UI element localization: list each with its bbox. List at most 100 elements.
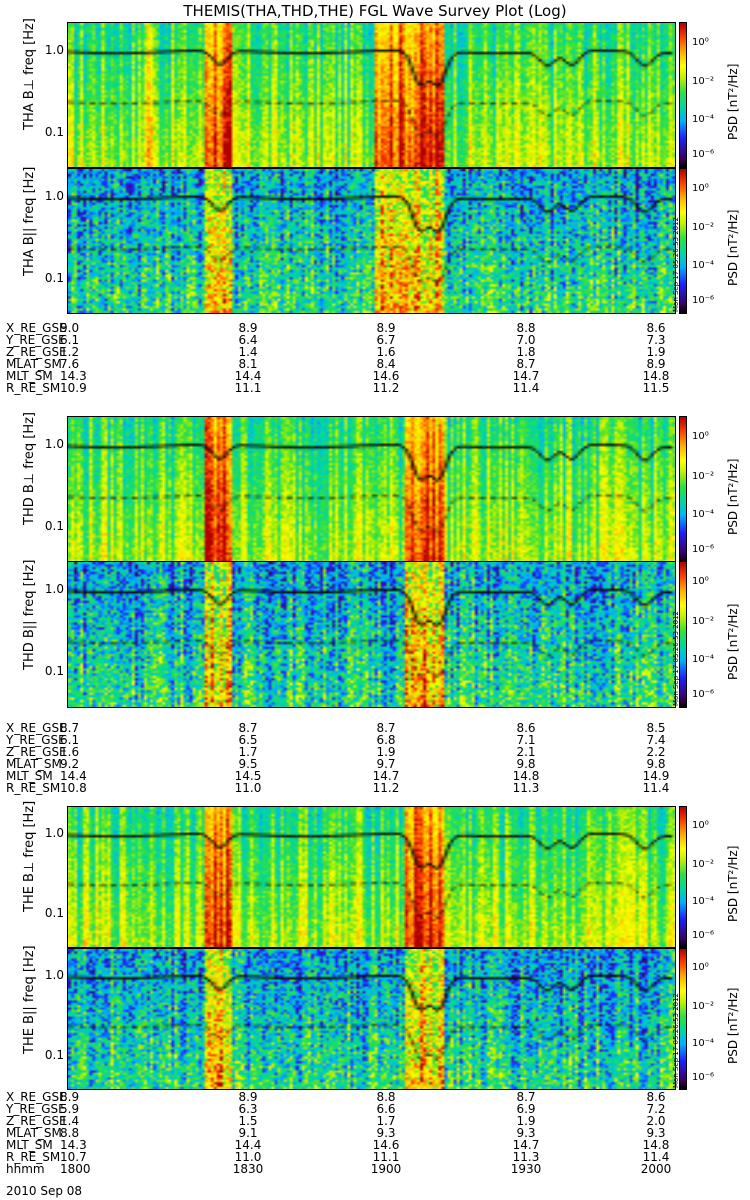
- panel-ylabel: THE B|| freq [Hz]: [22, 945, 37, 1054]
- ephemeris-label: X_RE_GSE: [6, 321, 67, 335]
- ephemeris-value: 14.9: [642, 769, 670, 783]
- ephemeris-label: MLT_SM: [6, 769, 53, 783]
- ephemeris-value: 9.7: [376, 757, 396, 771]
- ephemeris-value: 6.8: [376, 733, 396, 747]
- ephemeris-value: 14.4: [234, 369, 262, 383]
- colorbar-tick: 10⁰: [692, 820, 709, 832]
- ephemeris-value: 1.4: [60, 1114, 80, 1128]
- ytick-label: 1.0: [44, 436, 64, 451]
- colorbar-tick: 10⁻⁶: [692, 929, 715, 941]
- ephemeris-value: 8.7: [238, 721, 258, 735]
- colorbar-tick: 10⁻²: [692, 615, 715, 627]
- ephemeris-value: 6.1: [60, 733, 80, 747]
- ephemeris-value: 6.9: [516, 1102, 536, 1116]
- ytick-label: 1.0: [44, 581, 64, 596]
- ephemeris-value: 1.4: [238, 345, 258, 359]
- colorbar-label: PSD [nT²/Hz]: [726, 987, 740, 1064]
- spectrogram-panel: [67, 416, 676, 563]
- ephemeris-value: 6.6: [376, 1102, 396, 1116]
- ephemeris-value: 11.0: [234, 781, 262, 795]
- spectrogram-canvas: [68, 562, 675, 707]
- ytick-label: 0.1: [44, 905, 64, 920]
- ephemeris-value: 5.9: [60, 1102, 80, 1116]
- ephemeris-value: 7.0: [516, 333, 536, 347]
- ytick-label: 0.1: [44, 270, 64, 285]
- ytick-label: 0.1: [44, 1047, 64, 1062]
- ephemeris-value: 9.3: [376, 1126, 396, 1140]
- ephemeris-label: R_RE_SM: [6, 381, 61, 395]
- ephemeris-value: 6.7: [376, 333, 396, 347]
- ephemeris-value: 14.3: [60, 369, 87, 383]
- ephemeris-value: 11.2: [372, 781, 400, 795]
- ephemeris-value: 11.0: [234, 1150, 262, 1164]
- ephemeris-value: 11.2: [372, 381, 400, 395]
- date-label: 2010 Sep 08: [6, 1184, 83, 1198]
- ephemeris-value: 8.7: [516, 357, 536, 371]
- ephemeris-value: 8.9: [646, 357, 666, 371]
- ytick-label: 1.0: [44, 188, 64, 203]
- ytick-label: 1.0: [44, 967, 64, 982]
- ephemeris-value: 8.5: [646, 721, 666, 735]
- time-tick-label: 2000: [640, 1162, 672, 1176]
- colorbar-label: PSD [nT²/Hz]: [726, 845, 740, 922]
- colorbar-tick: 10⁻²: [692, 222, 715, 234]
- ephemeris-value: 2.2: [646, 745, 666, 759]
- time-tick-label: 1900: [370, 1162, 402, 1176]
- colorbar-tick: 10⁻⁴: [692, 653, 715, 665]
- ephemeris-value: 14.6: [372, 369, 400, 383]
- ephemeris-value: 9.2: [60, 757, 80, 771]
- chart-title: THEMIS(THA,THD,THE) FGL Wave Survey Plot…: [183, 2, 567, 20]
- ephemeris-value: 14.7: [372, 769, 400, 783]
- spectrogram-panel: [67, 168, 676, 314]
- colorbar: [679, 806, 687, 948]
- colorbar-tick: 10⁻²: [692, 470, 715, 482]
- ephemeris-value: 10.7: [60, 1150, 87, 1164]
- ephemeris-value: 11.4: [512, 381, 540, 395]
- ephemeris-value: 7.4: [646, 733, 666, 747]
- timestamp-stamp: Mon Sep 17 05:26:53 2012: [672, 610, 680, 706]
- ephemeris-label: MLAT_SM: [6, 357, 62, 371]
- ephemeris-value: 6.4: [238, 333, 258, 347]
- ytick-label: 0.1: [44, 519, 64, 534]
- colorbar-tick: 10⁻⁶: [692, 689, 715, 701]
- timestamp-stamp: Mon Sep 17 05:26:53 2012: [672, 216, 680, 312]
- ephemeris-value: 8.9: [238, 321, 258, 335]
- ephemeris-label: Z_RE_GSE: [6, 1114, 67, 1128]
- ephemeris-value: 14.7: [512, 1138, 540, 1152]
- ephemeris-value: 8.7: [516, 1090, 536, 1104]
- ephemeris-value: 10.9: [60, 381, 87, 395]
- ephemeris-label: R_RE_SM: [6, 781, 61, 795]
- colorbar: [679, 948, 687, 1090]
- colorbar-label: PSD [nT²/Hz]: [726, 458, 740, 535]
- ephemeris-value: 9.5: [238, 757, 258, 771]
- ephemeris-value: 8.8: [516, 321, 536, 335]
- ytick-label: 0.1: [44, 664, 64, 679]
- spectrogram-panel: [67, 806, 676, 948]
- ephemeris-value: 8.8: [60, 1126, 80, 1140]
- ytick-label: 1.0: [44, 42, 64, 57]
- ephemeris-value: 1.2: [60, 345, 80, 359]
- ephemeris-value: 1.5: [238, 1114, 258, 1128]
- ephemeris-value: 2.0: [646, 1114, 666, 1128]
- colorbar-tick: 10⁻²: [692, 76, 715, 88]
- ephemeris-value: 8.7: [376, 721, 396, 735]
- ephemeris-value: 1.7: [376, 1114, 396, 1128]
- ephemeris-label: MLT_SM: [6, 369, 53, 383]
- ephemeris-value: 14.8: [512, 769, 540, 783]
- ephemeris-value: 14.4: [234, 1138, 262, 1152]
- ephemeris-label: Z_RE_GSE: [6, 345, 67, 359]
- colorbar-label: PSD [nT²/Hz]: [726, 63, 740, 140]
- ephemeris-value: 9.3: [646, 1126, 666, 1140]
- spectrogram-canvas: [68, 169, 675, 313]
- ephemeris-value: 8.6: [516, 721, 536, 735]
- timestamp-stamp: Mon Sep 17 05:26:53 2012: [672, 992, 680, 1088]
- ephemeris-value: 8.9: [60, 1090, 80, 1104]
- ephemeris-label: R_RE_SM: [6, 1150, 61, 1164]
- colorbar-tick: 10⁻⁴: [692, 895, 715, 907]
- ephemeris-value: 14.7: [512, 369, 540, 383]
- ephemeris-value: 6.5: [238, 733, 258, 747]
- ephemeris-value: 6.3: [238, 1102, 258, 1116]
- ephemeris-label: Y_RE_GSE: [6, 333, 66, 347]
- ephemeris-value: 11.5: [642, 381, 670, 395]
- colorbar-tick: 10⁰: [692, 962, 709, 974]
